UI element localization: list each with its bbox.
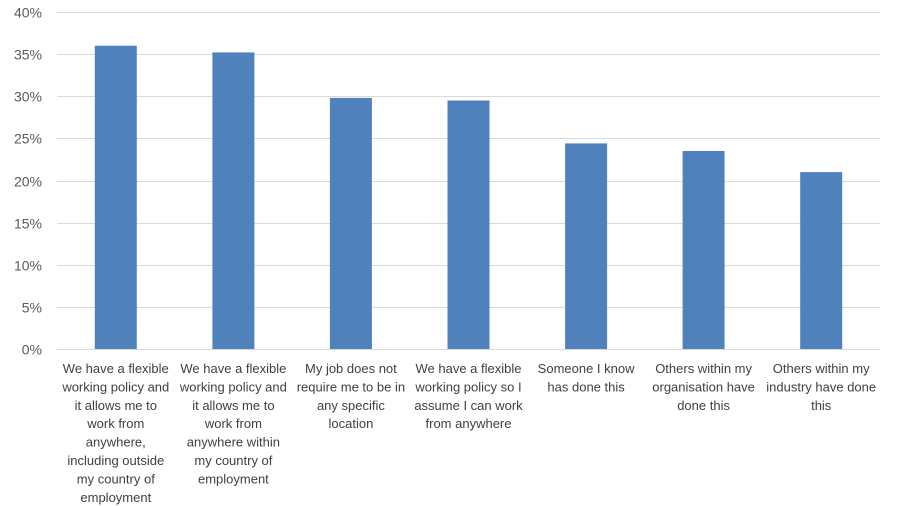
x-category-label: We have a flexible working policy and it a… [179, 361, 287, 486]
x-category-label-line: work from [86, 416, 144, 431]
bar-2 [212, 52, 255, 350]
y-tick-label: 20% [14, 174, 42, 190]
x-category-label-line: We have a flexible [416, 361, 522, 376]
bar-5 [565, 143, 608, 349]
x-category-label-line: done this [677, 398, 730, 413]
x-category-label-line: anywhere, [86, 435, 146, 450]
x-category-label-line: We have a flexible [180, 361, 286, 376]
bar-1 [94, 45, 137, 349]
bar-7 [800, 172, 843, 349]
x-category-label: Others within my industry have done this [766, 361, 876, 413]
y-tick-label: 35% [14, 47, 42, 63]
x-category-label-line: this [811, 398, 832, 413]
x-category-label-line: including outside [67, 453, 164, 468]
x-category-label-line: it allows me to [192, 398, 274, 413]
bar-3 [329, 97, 372, 350]
x-category-label-line: has done this [547, 379, 625, 394]
x-category-label-line: My job does not [305, 361, 397, 376]
y-tick-label: 30% [14, 89, 42, 105]
x-category-label-line: industry have done [766, 379, 876, 394]
x-category-label-line: working policy so I [414, 379, 521, 394]
x-category-label-line: from anywhere [426, 416, 512, 431]
x-category-label: My job does not require me to be in any sp… [297, 361, 405, 431]
x-category-label-line: organisation have [652, 379, 755, 394]
y-tick-label: 5% [22, 300, 42, 316]
x-axis-category-labels: We have a flexible working policy and it a… [61, 361, 876, 505]
x-category-label-line: work from [204, 416, 262, 431]
x-category-label-line: any specific [317, 398, 385, 413]
x-category-label-line: assume I can work [414, 398, 523, 413]
x-category-label-line: my country of [77, 471, 155, 486]
x-category-label-line: employment [80, 490, 151, 505]
y-axis-tick-labels: 0% 5% 10% 15% 20% 25% 30% 35% 40% [14, 5, 42, 358]
x-category-label: Others within my organisation have done th… [652, 361, 755, 413]
x-category-label-line: employment [198, 471, 269, 486]
x-category-label-line: require me to be in [297, 379, 405, 394]
bars [94, 45, 843, 350]
x-category-label-line: it allows me to [75, 398, 157, 413]
y-tick-label: 40% [14, 5, 42, 21]
x-category-label-line: Others within my [655, 361, 752, 376]
x-category-label-line: Someone I know [538, 361, 635, 376]
x-category-label: Someone I know has done this [538, 361, 635, 394]
x-category-label-line: anywhere within [187, 435, 280, 450]
bar-4 [447, 100, 490, 349]
x-category-label-line: working policy and [61, 379, 169, 394]
x-category-label-line: Others within my [773, 361, 870, 376]
bar-6 [682, 151, 725, 349]
y-tick-label: 0% [22, 342, 42, 358]
x-category-label-line: We have a flexible [63, 361, 169, 376]
x-category-label: We have a flexible working policy and it a… [61, 361, 169, 505]
x-category-label-line: location [328, 416, 373, 431]
y-tick-label: 15% [14, 216, 42, 232]
y-tick-label: 25% [14, 131, 42, 147]
x-category-label: We have a flexible working policy so I ass… [414, 361, 523, 431]
x-category-label-line: my country of [194, 453, 272, 468]
x-category-label-line: working policy and [179, 379, 287, 394]
y-tick-label: 10% [14, 258, 42, 274]
